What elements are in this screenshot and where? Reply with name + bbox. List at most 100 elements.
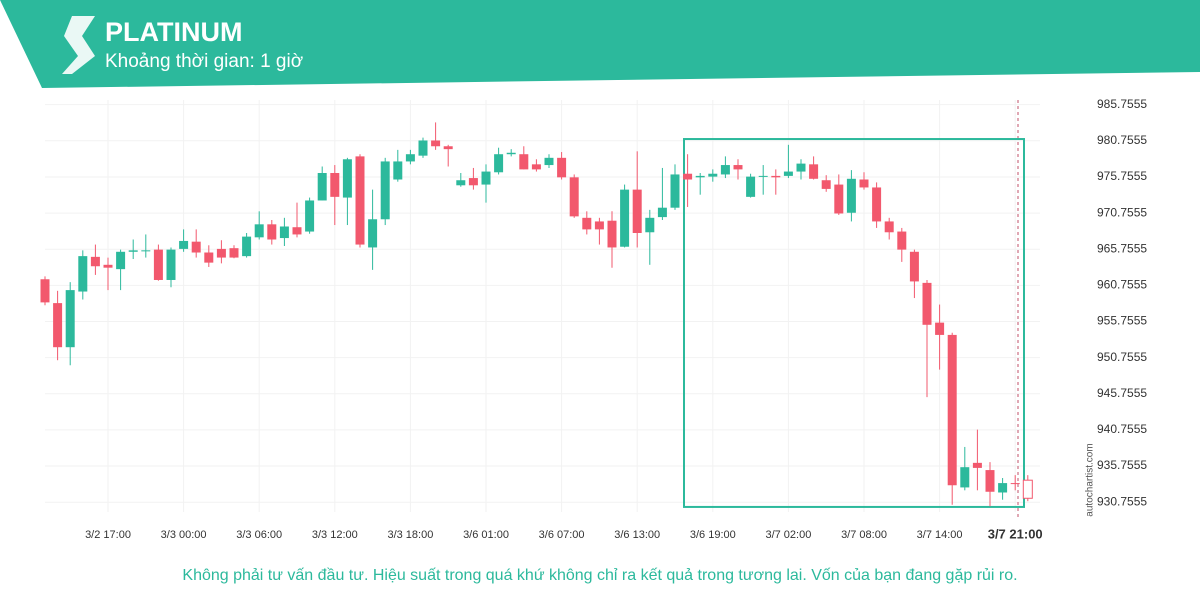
x-tick-label: 3/7 02:00 <box>765 529 811 541</box>
candle-body <box>519 154 529 170</box>
y-tick-label: 965.7555 <box>1097 241 1147 255</box>
candle-body <box>1022 479 1033 499</box>
candle-body <box>531 164 541 170</box>
x-tick-label: 3/7 14:00 <box>917 529 963 541</box>
disclaimer: Không phải tư vấn đầu tư. Hiệu suất tron… <box>182 567 1017 584</box>
header-subtitle: Khoảng thời gian: 1 giờ <box>105 51 303 72</box>
x-tick-label: 3/3 00:00 <box>161 529 207 541</box>
watermark: autochartist.com <box>1085 443 1096 516</box>
candle-body <box>544 157 554 166</box>
candle-body <box>494 154 504 173</box>
candle-body <box>960 467 970 488</box>
candle-body <box>1010 483 1020 485</box>
candle-body <box>569 177 579 217</box>
candle-body <box>53 303 63 348</box>
candle-body <box>355 156 365 245</box>
candle-body <box>582 217 592 230</box>
x-tick-label: 3/3 12:00 <box>312 529 358 541</box>
y-tick-label: 975.7555 <box>1097 169 1147 183</box>
x-tick-label: 3/7 21:00 <box>988 526 1043 541</box>
y-tick-label: 950.7555 <box>1097 350 1147 364</box>
candle-body <box>40 279 50 303</box>
x-tick-label: 3/6 01:00 <box>463 529 509 541</box>
candle-body <box>393 161 403 180</box>
candle-body <box>506 152 516 155</box>
candle-body <box>998 483 1008 493</box>
candle-body <box>116 251 126 270</box>
y-tick-label: 945.7555 <box>1097 386 1147 400</box>
candle-body <box>65 290 75 348</box>
y-tick-label: 960.7555 <box>1097 278 1147 292</box>
candle-body <box>922 282 932 325</box>
candle-body <box>771 175 781 178</box>
y-tick-label: 955.7555 <box>1097 314 1147 328</box>
header-title: PLATINUM <box>105 17 242 47</box>
candle-body <box>846 178 856 213</box>
candle-body <box>166 249 176 280</box>
y-tick-label: 930.7555 <box>1097 494 1147 508</box>
candle-body <box>645 217 655 233</box>
candle-body <box>557 157 567 178</box>
y-tick-label: 935.7555 <box>1097 458 1147 472</box>
x-tick-label: 3/6 13:00 <box>614 529 660 541</box>
x-tick-label: 3/3 06:00 <box>236 529 282 541</box>
candle-body <box>783 171 793 176</box>
candle-body <box>720 165 730 175</box>
x-tick-label: 3/6 19:00 <box>690 529 736 541</box>
candle-body <box>405 154 415 162</box>
candle-body <box>456 180 466 186</box>
candle-body <box>368 219 378 248</box>
candle-body <box>657 207 667 218</box>
candle-body <box>179 240 189 249</box>
candle-body <box>985 470 995 492</box>
candle-body <box>78 256 88 292</box>
candle-body <box>468 178 478 186</box>
candle-body <box>380 161 390 220</box>
candle-body <box>103 264 113 268</box>
y-tick-label: 940.7555 <box>1097 422 1147 436</box>
candle-body <box>292 227 302 235</box>
candle-body <box>796 163 806 172</box>
candle-body <box>708 173 718 177</box>
y-tick-label: 970.7555 <box>1097 205 1147 219</box>
y-tick-label: 985.7555 <box>1097 97 1147 111</box>
candle-body <box>859 179 869 188</box>
candle-body <box>620 189 630 247</box>
x-tick-label: 3/3 18:00 <box>387 529 433 541</box>
candle-body <box>342 159 352 198</box>
candle-body <box>317 173 327 201</box>
candle-body <box>594 221 604 230</box>
candle-body <box>872 187 882 222</box>
candle-body <box>330 173 340 197</box>
header-banner <box>0 0 1200 88</box>
x-tick-label: 3/7 08:00 <box>841 529 887 541</box>
candle-body <box>229 248 239 258</box>
y-tick-label: 980.7555 <box>1097 133 1147 147</box>
candle-body <box>897 231 907 250</box>
candle-body <box>758 175 768 177</box>
candle-body <box>972 462 982 468</box>
candle-body <box>267 224 277 240</box>
candle-body <box>821 180 831 189</box>
x-tick-label: 3/6 07:00 <box>539 529 585 541</box>
candle-body <box>216 248 226 258</box>
candle-body <box>418 140 428 156</box>
candle-body <box>809 164 819 179</box>
logo <box>62 16 95 74</box>
candle-body <box>90 256 100 267</box>
candle-body <box>254 224 264 238</box>
candle-body <box>834 184 844 214</box>
candle-body <box>242 236 252 257</box>
candle-body <box>141 250 151 252</box>
candle-body <box>191 241 201 253</box>
candle-body <box>733 165 743 170</box>
candle-body <box>204 252 214 263</box>
candle-body <box>746 176 756 197</box>
candle-body <box>695 175 705 178</box>
candle-body <box>935 322 945 335</box>
candle-body <box>632 189 642 233</box>
candle-body <box>909 251 919 282</box>
candle-body <box>305 200 315 232</box>
pattern-highlight <box>683 138 1025 508</box>
